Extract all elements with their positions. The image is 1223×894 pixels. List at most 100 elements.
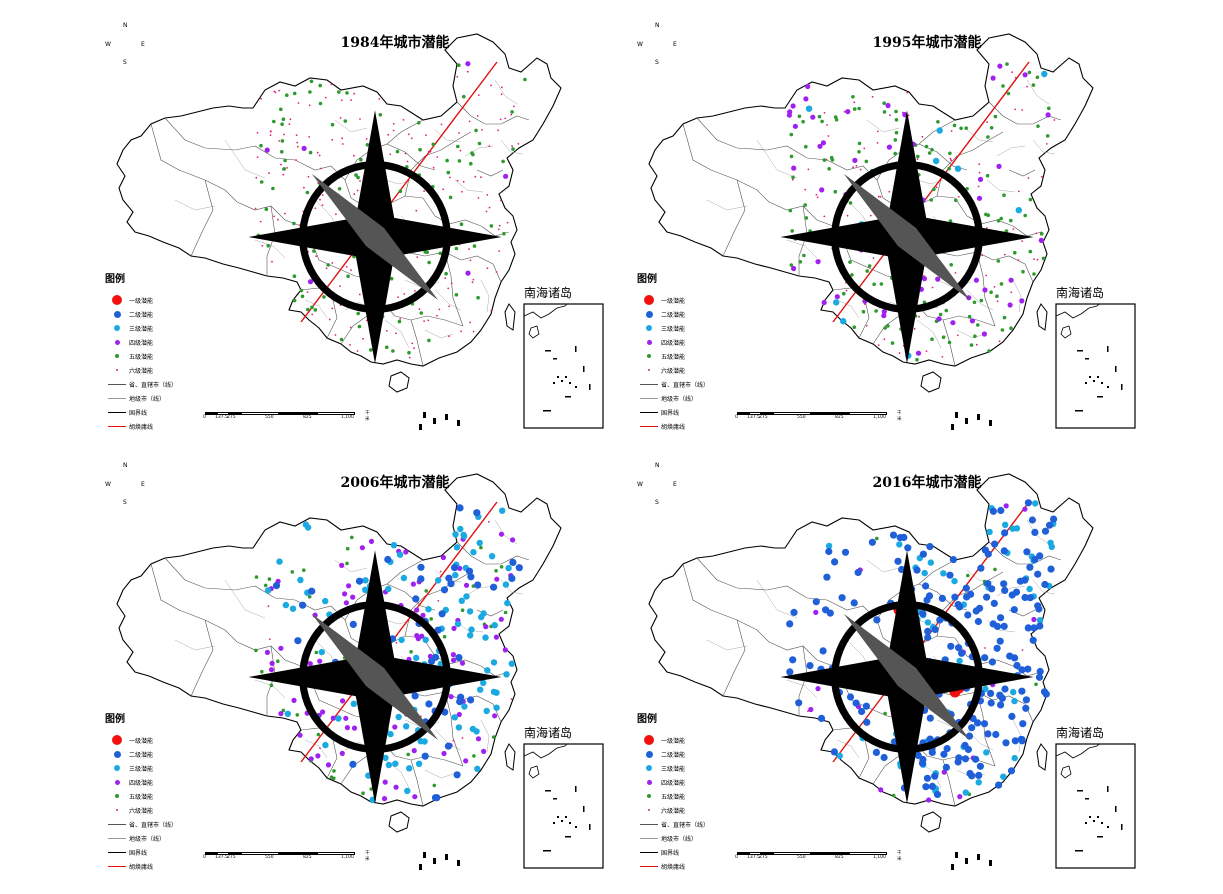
legend-label: 五级潜能 — [661, 793, 686, 801]
city-point-level5 — [427, 260, 431, 265]
city-point-level2 — [993, 644, 1001, 652]
hainan-island — [920, 811, 942, 833]
city-point-level6 — [340, 99, 343, 102]
compass-e-label: E — [141, 481, 145, 488]
city-point-level4 — [351, 725, 358, 731]
city-point-level4 — [792, 123, 798, 129]
city-point-level6 — [826, 124, 828, 126]
province-border — [456, 541, 530, 565]
city-point-level2 — [474, 581, 482, 589]
province-border — [476, 169, 504, 177]
city-point-level3 — [421, 738, 428, 745]
legend-symbol — [637, 391, 661, 405]
city-point-level5 — [454, 246, 459, 251]
city-point-level5 — [457, 159, 462, 163]
city-point-level6 — [950, 130, 953, 132]
city-point-level6 — [289, 118, 292, 121]
legend-label: 地级市（线） — [661, 395, 698, 403]
city-point-level6 — [984, 647, 986, 649]
city-point-level4 — [481, 748, 487, 754]
city-point-level5 — [511, 147, 515, 151]
scale-tick-label: 0 — [203, 415, 206, 420]
city-point-level6 — [308, 104, 311, 107]
city-point-level5 — [502, 231, 506, 236]
legend-label: 一级潜能 — [129, 297, 154, 305]
scale-tick-label: 0 — [203, 855, 206, 860]
scale-unit-label: 千米 — [897, 411, 902, 422]
city-point-level4 — [343, 715, 349, 721]
city-point-level6 — [511, 145, 513, 147]
city-point-level6 — [399, 318, 402, 320]
city-point-level5 — [842, 291, 846, 296]
city-point-level5 — [1028, 249, 1033, 254]
city-point-level6 — [307, 175, 310, 178]
city-point-level6 — [395, 641, 398, 644]
city-point-level6 — [296, 141, 299, 144]
legend-symbol — [105, 831, 129, 845]
city-point-level2 — [976, 762, 984, 770]
city-point-level6 — [863, 147, 866, 150]
scale-bar: 0 137.5 275 550 825 1,100 千米 — [735, 851, 902, 863]
city-point-level5 — [883, 326, 887, 330]
prefecture-border — [1026, 79, 1050, 105]
city-point-level2 — [1008, 712, 1016, 720]
city-point-level2 — [961, 755, 970, 763]
city-point-level6 — [517, 143, 520, 145]
city-point-level2 — [1026, 563, 1034, 571]
legend-symbol — [637, 761, 661, 775]
city-point-level5 — [1002, 315, 1007, 320]
city-point-level5 — [427, 338, 431, 343]
city-point-level4 — [392, 724, 398, 730]
city-point-level6 — [1026, 85, 1028, 88]
city-point-level5 — [444, 271, 448, 276]
city-point-level2 — [946, 571, 954, 579]
city-point-level6 — [303, 186, 305, 189]
city-point-level6 — [889, 114, 891, 117]
city-point-level6 — [931, 286, 934, 289]
city-point-level6 — [319, 747, 321, 749]
city-point-level6 — [949, 157, 952, 160]
city-point-level6 — [957, 196, 960, 198]
city-point-level6 — [1021, 240, 1023, 243]
city-point-level5 — [1034, 682, 1038, 687]
city-point-level2 — [1011, 737, 1019, 745]
island-mark — [955, 852, 958, 858]
city-point-level6 — [879, 195, 882, 198]
city-point-level5 — [357, 324, 362, 329]
city-point-level5 — [417, 121, 421, 125]
legend-label: 三级潜能 — [661, 765, 686, 773]
city-point-level5 — [260, 669, 264, 674]
scale-bar: 0 137.5 275 550 825 1,100 千米 — [203, 411, 370, 423]
legend-symbol — [637, 845, 661, 859]
city-point-level4 — [475, 736, 482, 742]
legend-symbol — [637, 349, 661, 363]
city-point-level4 — [420, 612, 426, 618]
city-point-level5 — [861, 309, 866, 314]
legend-symbol — [105, 859, 129, 873]
city-point-level5 — [851, 95, 855, 99]
city-point-level5 — [1001, 84, 1005, 88]
city-point-level5 — [337, 187, 342, 191]
city-point-level5 — [932, 187, 936, 192]
legend-item: 二级潜能 — [105, 307, 225, 321]
legend-label: 五级潜能 — [129, 353, 154, 361]
city-point-level4 — [503, 173, 509, 179]
province-border — [164, 117, 296, 161]
city-point-level6 — [1017, 190, 1020, 193]
city-point-level5 — [369, 787, 374, 791]
city-point-level6 — [282, 173, 285, 176]
city-point-level2 — [990, 599, 998, 607]
city-point-level4 — [815, 259, 821, 265]
city-point-level3 — [499, 507, 506, 514]
city-point-level6 — [471, 281, 474, 284]
city-point-level2 — [795, 699, 803, 707]
city-point-level4 — [340, 698, 346, 704]
city-point-level6 — [319, 198, 321, 201]
city-point-level4 — [510, 537, 516, 543]
city-point-level6 — [280, 163, 282, 166]
city-point-level5 — [924, 144, 929, 149]
island-mark — [457, 420, 460, 426]
city-point-level5 — [964, 126, 968, 130]
city-point-level5 — [499, 565, 504, 569]
city-point-level3 — [493, 689, 500, 696]
